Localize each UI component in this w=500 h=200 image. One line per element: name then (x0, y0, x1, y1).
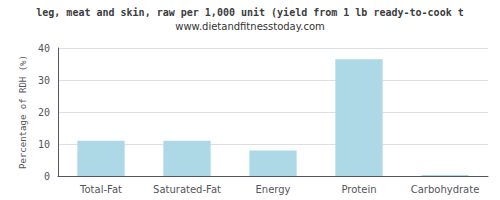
svg-text:Percentage of RDH (%): Percentage of RDH (%) (18, 55, 28, 169)
svg-text:www.dietandfitnesstoday.com: www.dietandfitnesstoday.com (175, 21, 324, 32)
svg-text:Total-Fat: Total-Fat (79, 184, 122, 195)
svg-text:30: 30 (38, 75, 50, 86)
svg-text:Energy: Energy (255, 184, 290, 195)
svg-text:Carbohydrate: Carbohydrate (411, 184, 480, 195)
svg-text:20: 20 (38, 107, 50, 118)
svg-text:Protein: Protein (341, 184, 376, 195)
svg-text:40: 40 (38, 43, 50, 54)
svg-text:Saturated-Fat: Saturated-Fat (153, 184, 221, 195)
svg-text:10: 10 (38, 139, 50, 150)
svg-text:0: 0 (44, 171, 50, 182)
svg-text:leg, meat and skin, raw per 1,: leg, meat and skin, raw per 1,000 unit (… (36, 7, 463, 18)
